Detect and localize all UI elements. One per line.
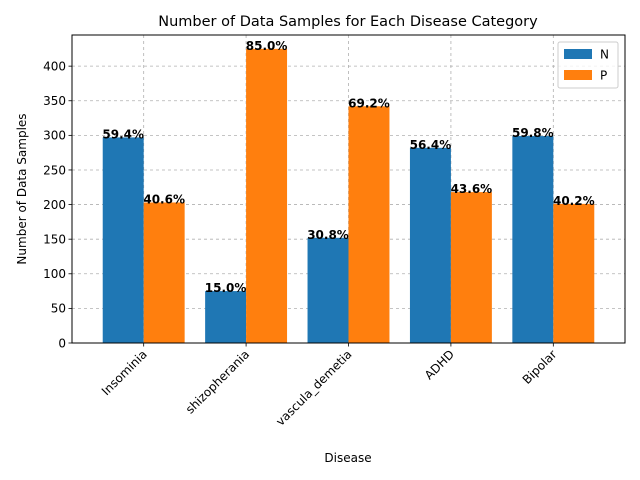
bar-value-label: 40.2%	[553, 194, 595, 208]
bar-P-1	[246, 48, 288, 343]
legend-box	[557, 41, 619, 89]
legend-swatch-P	[564, 70, 592, 80]
legend: NP	[557, 41, 619, 89]
legend-label: N	[600, 48, 609, 62]
bar-N-4	[512, 136, 554, 343]
chart-title: Number of Data Samples for Each Disease …	[158, 14, 538, 30]
bar-value-label: 15.0%	[205, 281, 247, 295]
legend-label: P	[600, 69, 607, 83]
bar-value-label: 59.8%	[512, 126, 554, 140]
bar-P-4	[553, 203, 595, 343]
bar-P-0	[143, 202, 185, 343]
bar-N-1	[205, 291, 247, 343]
bar-value-label: 30.8%	[307, 228, 349, 242]
y-tick-label: 400	[43, 59, 66, 73]
legend-swatch-N	[564, 49, 592, 59]
bar-P-3	[450, 192, 492, 343]
y-tick-label: 150	[43, 232, 66, 246]
bar-value-label: 69.2%	[348, 96, 390, 110]
y-tick-label: 50	[51, 302, 66, 316]
bar-N-2	[307, 237, 349, 343]
bar-value-label: 85.0%	[246, 39, 288, 53]
y-tick-label: 250	[43, 163, 66, 177]
y-axis-label: Number of Data Samples	[15, 113, 29, 264]
y-tick-label: 350	[43, 94, 66, 108]
y-axis: 0 50 100 150 200 250 300 350 400	[43, 59, 72, 350]
bar-P-2	[348, 106, 390, 343]
y-tick-label: 200	[43, 198, 66, 212]
y-tick-label: 300	[43, 129, 66, 143]
x-axis-label: Disease	[324, 451, 371, 465]
bar-N-0	[102, 137, 144, 343]
bar-labels: 59.4% 15.0% 30.8% 56.4% 59.8% 40.6% 85.0% 69.2%…	[102, 39, 594, 295]
bars	[102, 48, 595, 343]
bar-value-label: 59.4%	[102, 127, 144, 141]
bar-N-3	[409, 147, 451, 343]
y-tick-label: 100	[43, 267, 66, 281]
bar-value-label: 43.6%	[451, 182, 493, 196]
bar-value-label: 56.4%	[410, 138, 452, 152]
y-tick-label: 0	[58, 336, 66, 350]
bar-value-label: 40.6%	[143, 192, 185, 206]
